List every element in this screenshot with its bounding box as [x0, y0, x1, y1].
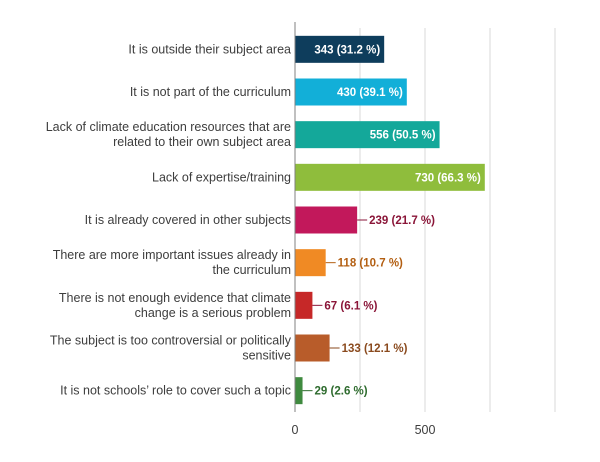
data-label-4: 730 (66.3 %): [415, 172, 481, 184]
category-label-7: There is not enough evidence that climat…: [59, 291, 291, 320]
category-labels: It is outside their subject area It is no…: [46, 42, 292, 397]
data-label-1: 343 (31.2 %): [314, 44, 380, 56]
bar-8: [295, 334, 330, 362]
bar-2: [295, 78, 407, 106]
data-label-6: 118 (10.7 %): [338, 258, 403, 270]
category-label-9: It is not schools’ role to cover such a …: [60, 384, 291, 398]
x-tick-label-500: 500: [415, 423, 436, 437]
category-label-2: It is not part of the curriculum: [130, 85, 291, 99]
category-label-6: There are more important issues already …: [53, 248, 291, 277]
bar-7: [295, 291, 313, 319]
category-label-4: Lack of expertise/training: [152, 170, 291, 184]
category-label-8: The subject is too controversial or poli…: [50, 334, 292, 363]
data-label-2: 430 (39.1 %): [337, 87, 403, 99]
bar-5: [295, 206, 358, 234]
data-label-3: 556 (50.5 %): [370, 130, 436, 142]
x-tick-label-0: 0: [292, 423, 299, 437]
category-label-3: Lack of climate education resources that…: [46, 120, 291, 149]
data-label-5: 239 (21.7 %): [369, 215, 435, 227]
bars: [295, 35, 485, 405]
data-label-8: 133 (12.1 %): [342, 343, 408, 355]
data-labels: 343 (31.2 %) 430 (39.1 %) 556 (50.5 %) 730 …: [302, 44, 481, 398]
bar-1: [295, 35, 385, 63]
bar-9: [295, 377, 303, 405]
data-label-7: 67 (6.1 %): [324, 300, 377, 312]
bar-3: [295, 121, 440, 149]
bar-6: [295, 249, 326, 277]
axis: 0 500: [292, 22, 436, 437]
category-label-1: It is outside their subject area: [128, 42, 291, 56]
category-label-5: It is already covered in other subjects: [85, 213, 291, 227]
data-label-9: 29 (2.6 %): [315, 386, 368, 398]
bar-4: [295, 163, 485, 191]
